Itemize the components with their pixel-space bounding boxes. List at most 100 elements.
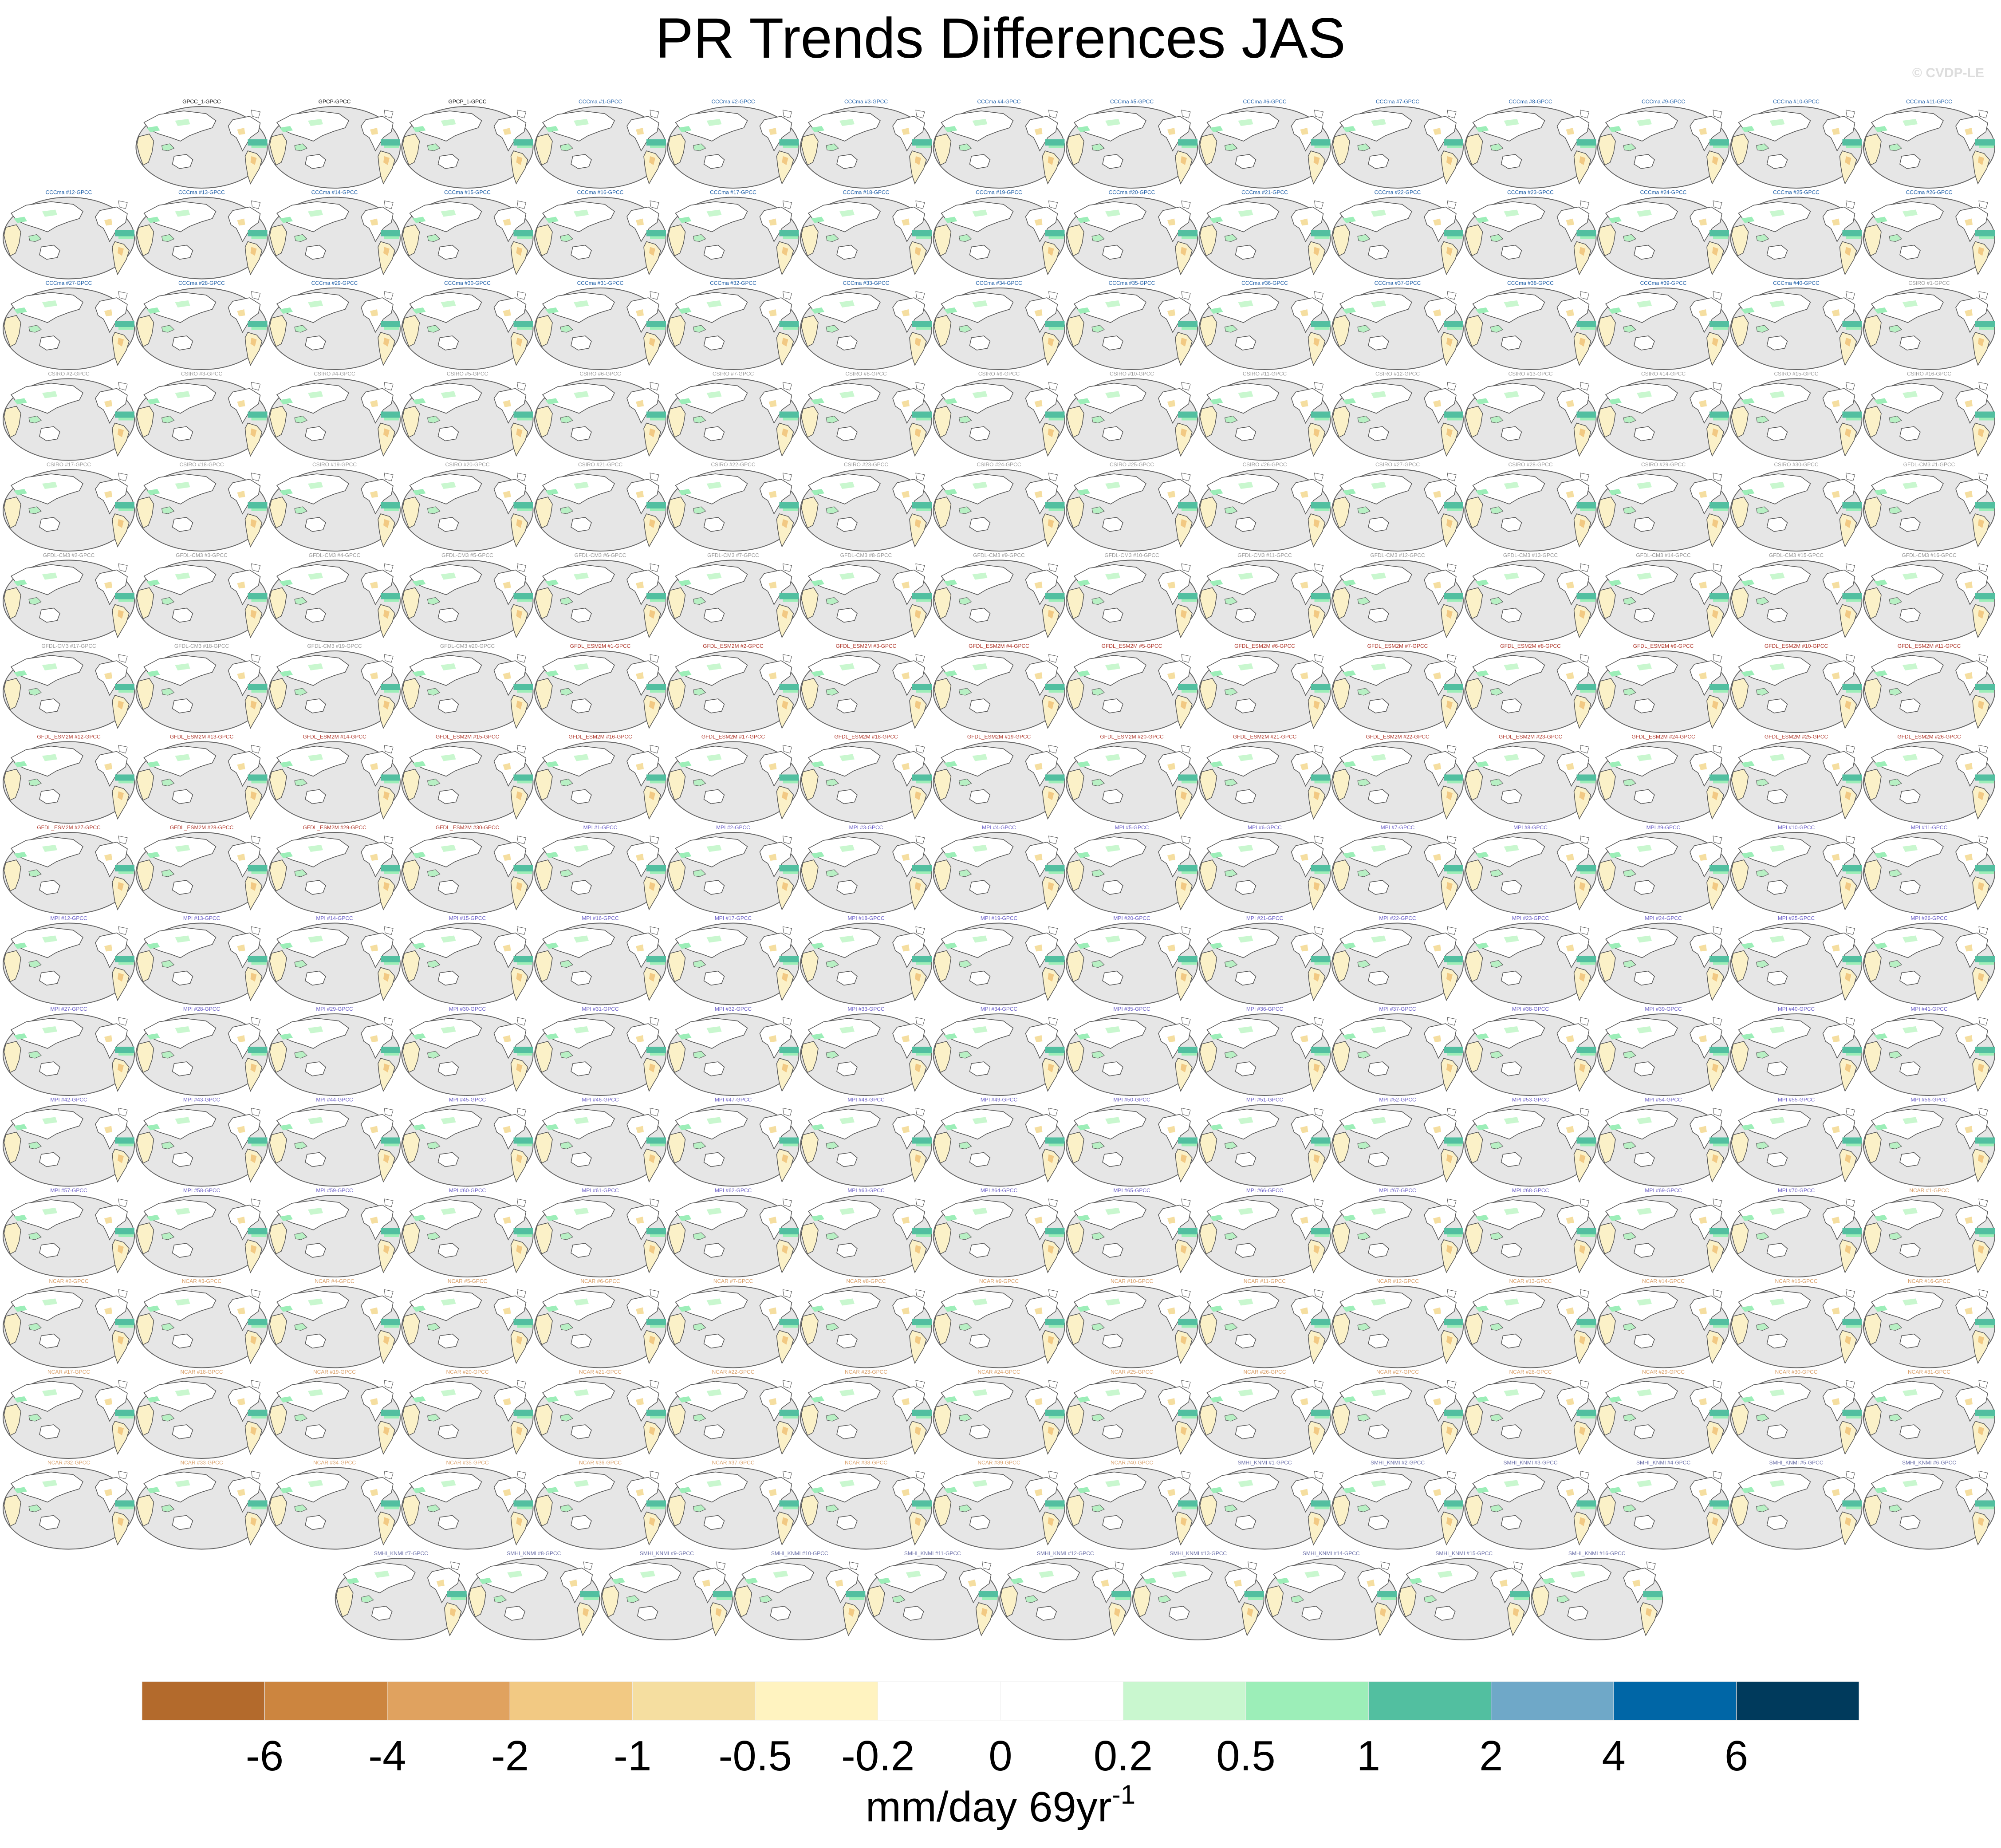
colorbar-units-label: mm/day 69yr-1 xyxy=(866,1780,1135,1831)
panel-label: NCAR #13-GPCC xyxy=(1509,1278,1552,1285)
panel-label: CCCma #1-GPCC xyxy=(579,99,622,105)
colorbar-tick-label: 0.2 xyxy=(1094,1732,1153,1780)
map-panel: MPI #16-GPCC xyxy=(534,915,666,1005)
map-panel: CSIRO #8-GPCC xyxy=(800,371,932,461)
panel-label: SMHI_KNMI #4-GPCC xyxy=(1636,1460,1690,1466)
panel-label: GFDL-CM3 #12-GPCC xyxy=(1370,552,1425,559)
panel-label: NCAR #23-GPCC xyxy=(845,1369,887,1375)
panel-label: MPI #64-GPCC xyxy=(981,1187,1018,1194)
panel-label: CCCma #23-GPCC xyxy=(1507,189,1554,196)
map-panel: CCCma #35-GPCC xyxy=(1066,280,1198,370)
map-panel: CCCma #23-GPCC xyxy=(1464,189,1597,280)
map-panel: CCCma #32-GPCC xyxy=(667,280,800,370)
map-panel: MPI #45-GPCC xyxy=(401,1097,534,1187)
panel-label: MPI #10-GPCC xyxy=(1778,824,1815,831)
panel-label: MPI #37-GPCC xyxy=(1379,1006,1416,1012)
map-panel: GFDL-CM3 #5-GPCC xyxy=(401,552,534,642)
panel-label: CSIRO #26-GPCC xyxy=(1242,461,1287,468)
map-panel: MPI #9-GPCC xyxy=(1597,824,1729,914)
panel-label: SMHI_KNMI #16-GPCC xyxy=(1568,1550,1626,1556)
panel-label: CCCma #15-GPCC xyxy=(444,189,491,196)
panel-label: NCAR #20-GPCC xyxy=(446,1369,488,1375)
map-panel: CSIRO #21-GPCC xyxy=(534,461,666,552)
map-panel: NCAR #23-GPCC xyxy=(800,1369,932,1459)
map-panel: MPI #2-GPCC xyxy=(667,824,800,914)
panel-label: NCAR #39-GPCC xyxy=(977,1460,1020,1466)
panel-label: GPCP_1-GPCC xyxy=(448,99,486,105)
map-panel: GFDL_ESM2M #21-GPCC xyxy=(1198,734,1331,824)
map-panel: NCAR #7-GPCC xyxy=(667,1278,800,1368)
panel-label: MPI #7-GPCC xyxy=(1381,824,1415,831)
map-panel: GFDL-CM3 #11-GPCC xyxy=(1198,552,1331,642)
colorbar-segment xyxy=(878,1681,1001,1721)
panel-label: GFDL_ESM2M #25-GPCC xyxy=(1765,734,1828,740)
panel-label: NCAR #26-GPCC xyxy=(1243,1369,1286,1375)
panel-label: CCCma #19-GPCC xyxy=(976,189,1022,196)
map-panel: MPI #20-GPCC xyxy=(1066,915,1198,1005)
map-panel: MPI #55-GPCC xyxy=(1730,1097,1863,1187)
panel-label: SMHI_KNMI #1-GPCC xyxy=(1237,1460,1292,1466)
map-panel: MPI #37-GPCC xyxy=(1331,1006,1464,1096)
map-panel: MPI #41-GPCC xyxy=(1863,1006,1995,1096)
panel-label: NCAR #17-GPCC xyxy=(47,1369,90,1375)
panel-label: NCAR #40-GPCC xyxy=(1111,1460,1153,1466)
map-panel: CCCma #34-GPCC xyxy=(933,280,1065,370)
panel-label: NCAR #24-GPCC xyxy=(977,1369,1020,1375)
panel-label: GFDL-CM3 #14-GPCC xyxy=(1636,552,1691,559)
panel-label: GFDL_ESM2M #15-GPCC xyxy=(436,734,500,740)
colorbar-segment xyxy=(264,1681,388,1721)
panel-label: CCCma #40-GPCC xyxy=(1773,280,1820,286)
map-panel: MPI #59-GPCC xyxy=(268,1187,401,1277)
map-panel: SMHI_KNMI #16-GPCC xyxy=(1531,1550,1663,1640)
map-panel: GFDL_ESM2M #9-GPCC xyxy=(1597,643,1729,733)
panel-label: CCCma #3-GPCC xyxy=(844,99,888,105)
map-panel: MPI #8-GPCC xyxy=(1464,824,1597,914)
panel-label: CCCma #32-GPCC xyxy=(710,280,756,286)
panel-label: MPI #70-GPCC xyxy=(1778,1187,1815,1194)
map-panel: GFDL_ESM2M #23-GPCC xyxy=(1464,734,1597,824)
map-panel: NCAR #39-GPCC xyxy=(933,1460,1065,1550)
panel-label: MPI #47-GPCC xyxy=(715,1097,752,1103)
panel-label: GFDL-CM3 #10-GPCC xyxy=(1104,552,1159,559)
map-panel: CCCma #12-GPCC xyxy=(3,189,135,280)
panel-label: MPI #62-GPCC xyxy=(715,1187,752,1194)
map-panel: NCAR #5-GPCC xyxy=(401,1278,534,1368)
panel-label: MPI #14-GPCC xyxy=(316,915,353,922)
panel-label: CCCma #28-GPCC xyxy=(178,280,225,286)
panel-label: MPI #52-GPCC xyxy=(1379,1097,1416,1103)
panel-label: GPCC_1-GPCC xyxy=(182,99,221,105)
colorbar-tick-label: 6 xyxy=(1725,1732,1748,1780)
map-panel: GFDL_ESM2M #20-GPCC xyxy=(1066,734,1198,824)
panel-label: NCAR #34-GPCC xyxy=(313,1460,356,1466)
map-panel: CCCma #22-GPCC xyxy=(1331,189,1464,280)
panel-label: CCCma #37-GPCC xyxy=(1375,280,1421,286)
map-panel: CSIRO #5-GPCC xyxy=(401,371,534,461)
panel-label: MPI #66-GPCC xyxy=(1246,1187,1284,1194)
map-panel: GFDL_ESM2M #12-GPCC xyxy=(3,734,135,824)
panel-label: CCCma #16-GPCC xyxy=(577,189,624,196)
map-panel: CCCma #40-GPCC xyxy=(1730,280,1863,370)
map-panel: NCAR #20-GPCC xyxy=(401,1369,534,1459)
panel-label: CSIRO #2-GPCC xyxy=(48,371,90,377)
panel-label: MPI #19-GPCC xyxy=(981,915,1018,922)
panel-label: NCAR #28-GPCC xyxy=(1509,1369,1552,1375)
panel-label: CCCma #34-GPCC xyxy=(976,280,1022,286)
panel-label: GFDL-CM3 #20-GPCC xyxy=(440,643,495,649)
map-panel: NCAR #28-GPCC xyxy=(1464,1369,1597,1459)
map-panel: CCCma #27-GPCC xyxy=(3,280,135,370)
map-panel: MPI #56-GPCC xyxy=(1863,1097,1995,1187)
panel-label: NCAR #5-GPCC xyxy=(448,1278,488,1285)
map-panel: NCAR #38-GPCC xyxy=(800,1460,932,1550)
map-panel: CSIRO #4-GPCC xyxy=(268,371,401,461)
map-panel: MPI #43-GPCC xyxy=(135,1097,268,1187)
colorbar-tick-label: -0.2 xyxy=(841,1732,914,1780)
map-panel: CCCma #9-GPCC xyxy=(1597,99,1729,189)
colorbar-segment xyxy=(387,1681,510,1721)
map-panel: SMHI_KNMI #7-GPCC xyxy=(335,1550,467,1640)
panel-label: GFDL-CM3 #15-GPCC xyxy=(1769,552,1824,559)
map-panel: MPI #50-GPCC xyxy=(1066,1097,1198,1187)
map-panel: MPI #53-GPCC xyxy=(1464,1097,1597,1187)
panel-label: MPI #61-GPCC xyxy=(582,1187,619,1194)
panel-label: MPI #22-GPCC xyxy=(1379,915,1416,922)
panel-label: CCCma #29-GPCC xyxy=(311,280,358,286)
